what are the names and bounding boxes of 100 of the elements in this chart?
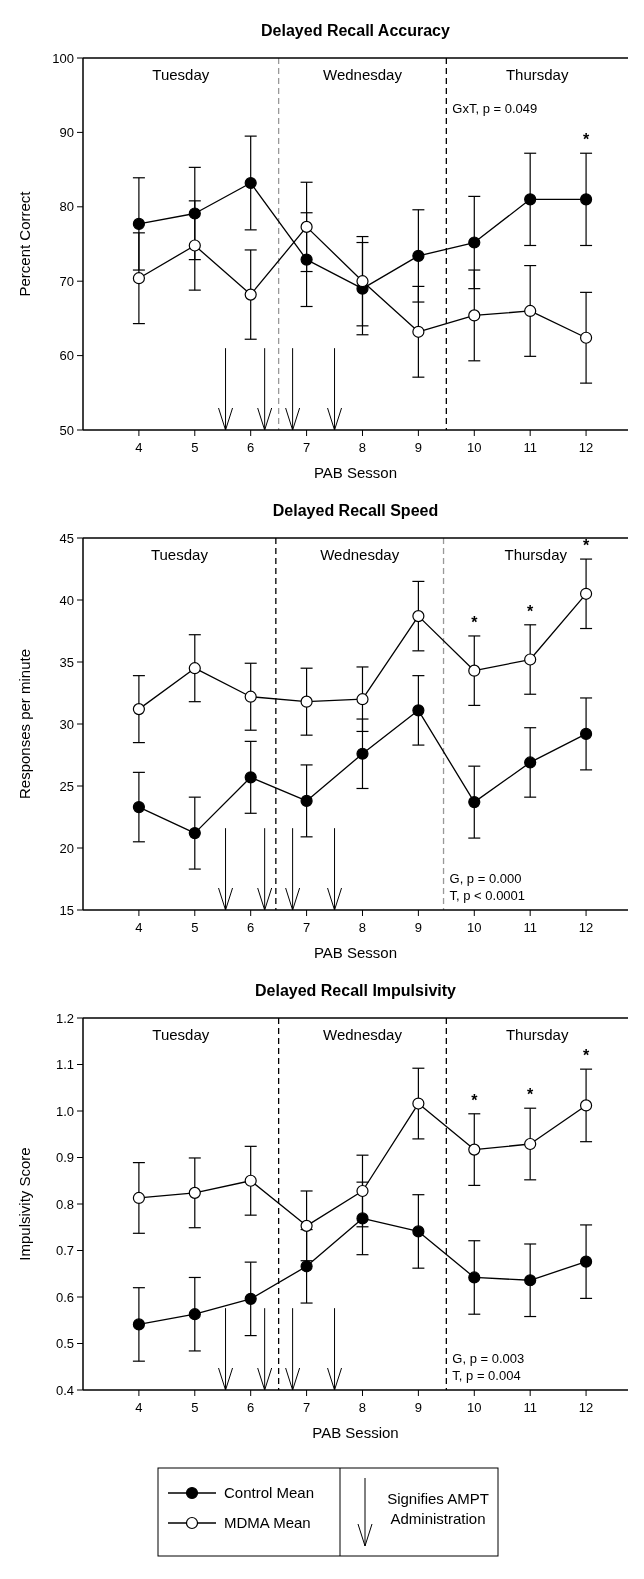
x-tick-label: 8	[358, 920, 367, 935]
y-tick-label: 15	[59, 902, 74, 918]
point	[188, 1186, 201, 1199]
point	[244, 1174, 257, 1187]
x-tick-label: 10	[467, 920, 482, 935]
annotation: Wednesday	[323, 66, 403, 83]
point	[356, 747, 369, 760]
point	[300, 695, 313, 708]
point	[468, 309, 481, 322]
point	[188, 827, 201, 840]
point	[468, 236, 481, 249]
y-tick-label: 50	[59, 422, 74, 438]
annotation: G, p = 0.003	[452, 1351, 525, 1366]
x-tick-label: 5	[191, 920, 199, 935]
point	[356, 1212, 369, 1225]
y-tick-label: 35	[59, 654, 74, 670]
y-axis-title: Percent Correct	[16, 190, 33, 297]
y-tick-label: 45	[59, 530, 74, 546]
point	[524, 304, 537, 318]
y-tick-label: 0.4	[55, 1382, 74, 1398]
point	[132, 1191, 145, 1205]
point	[412, 325, 425, 338]
point	[244, 771, 257, 784]
x-tick-label: 11	[523, 920, 537, 935]
point	[524, 1274, 537, 1287]
point	[468, 1271, 481, 1284]
point	[132, 272, 145, 285]
y-tick-label: 30	[59, 716, 74, 732]
annotation: GxT, p = 0.049	[452, 101, 538, 116]
point	[524, 653, 537, 666]
point	[468, 1143, 481, 1156]
y-tick-label: 0.9	[55, 1150, 74, 1166]
y-tick-label: 60	[59, 348, 74, 364]
point	[300, 1260, 313, 1273]
x-tick-label: 12	[578, 920, 594, 935]
point	[412, 249, 425, 262]
y-tick-label: 1.2	[55, 1010, 74, 1026]
point	[412, 610, 425, 623]
point	[244, 288, 257, 301]
annotation: Wednesday	[323, 1026, 403, 1043]
point	[132, 1318, 145, 1331]
x-axis-title: PAB Sesson	[313, 464, 398, 481]
x-tick-label: 9	[414, 440, 422, 455]
y-tick-label: 70	[59, 273, 74, 289]
x-tick-label: 7	[302, 920, 311, 935]
chart-title: Delayed Recall Impulsivity	[255, 982, 457, 999]
x-tick-label: 4	[135, 920, 143, 935]
point	[132, 703, 145, 716]
point	[579, 727, 593, 741]
y-tick-label: 100	[52, 50, 74, 66]
y-tick-label: 90	[59, 124, 74, 140]
point	[468, 664, 481, 677]
point	[356, 275, 369, 288]
annotation: *	[471, 613, 479, 631]
y-axis-title: Responses per minute	[16, 648, 33, 800]
legend-label: MDMA Mean	[224, 1514, 311, 1532]
annotation: *	[527, 1086, 535, 1104]
point	[524, 756, 537, 769]
point	[188, 1308, 201, 1321]
annotation: Wednesday	[320, 546, 400, 563]
point	[579, 587, 593, 600]
point	[356, 693, 369, 706]
point	[412, 1097, 425, 1110]
y-tick-label: 1.0	[55, 1103, 74, 1119]
x-tick-label: 12	[578, 440, 594, 455]
y-tick-label: 0.5	[55, 1336, 74, 1352]
x-tick-label: 8	[358, 1400, 367, 1415]
x-tick-label: 6	[247, 440, 255, 455]
annotation: *	[582, 1047, 590, 1065]
point	[300, 220, 313, 233]
x-axis-title: PAB Session	[312, 1424, 399, 1441]
chart-title: Delayed Recall Speed	[272, 502, 439, 519]
x-tick-label: 9	[414, 1400, 422, 1415]
point	[300, 1219, 313, 1232]
y-tick-label: 0.6	[55, 1289, 74, 1305]
x-tick-label: 11	[523, 440, 537, 455]
point	[524, 193, 537, 206]
annotation: *	[471, 1091, 479, 1109]
x-tick-label: 10	[467, 1400, 482, 1415]
point	[244, 1292, 257, 1305]
chart-title: Delayed Recall Accuracy	[261, 22, 451, 39]
annotation: T, p < 0.0001	[449, 888, 526, 903]
point	[188, 662, 201, 675]
point	[300, 794, 313, 807]
point	[468, 796, 481, 809]
y-tick-label: 20	[59, 840, 74, 856]
annotation: *	[527, 602, 535, 620]
y-tick-label: 25	[59, 778, 74, 794]
annotation: Thursday	[505, 1026, 569, 1043]
y-tick-label: 80	[59, 199, 74, 215]
point	[132, 217, 145, 231]
legend-label: Control Mean	[224, 1484, 315, 1502]
annotation: *	[582, 537, 590, 555]
point	[524, 1137, 537, 1151]
point	[356, 1184, 369, 1198]
x-tick-label: 4	[135, 1400, 143, 1415]
point	[244, 690, 257, 703]
x-tick-label: 12	[578, 1400, 594, 1415]
x-tick-label: 5	[191, 1400, 199, 1415]
x-tick-label: 10	[467, 440, 482, 455]
